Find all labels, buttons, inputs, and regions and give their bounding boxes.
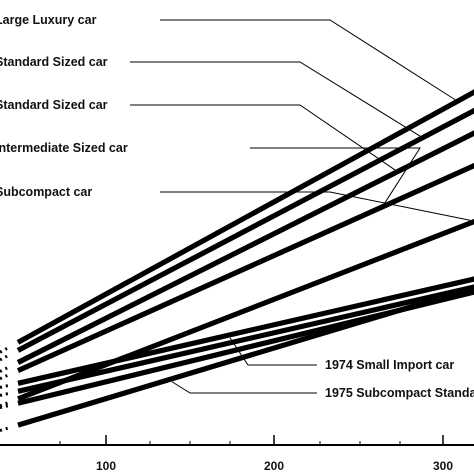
leader-line-4 — [250, 147, 421, 203]
series-line-dotted-start-9 — [0, 403, 11, 410]
x-tick-label-300: 300 — [433, 459, 453, 473]
series-label-3: Standard Sized car — [0, 98, 108, 112]
series-line-9 — [17, 289, 474, 406]
series-line-3 — [16, 130, 474, 365]
series-label-4: Intermediate Sized car — [0, 141, 128, 155]
x-tick-label-200: 200 — [264, 459, 284, 473]
series-label-5: Subcompact car — [0, 185, 92, 199]
leader-line-1 — [160, 19, 456, 101]
x-tick-label-100: 100 — [96, 459, 116, 473]
x-axis: 100 200 300 — [0, 435, 474, 473]
leader-line-5 — [160, 191, 471, 221]
series-line-dotted-start-8 — [0, 391, 11, 397]
series-label-7: 1975 Subcompact Standard — [325, 386, 474, 400]
series-line-dotted-start-6 — [0, 383, 11, 389]
leader-line-2 — [130, 61, 421, 137]
series-line-dotted-start-4 — [0, 372, 11, 381]
series-line-8 — [17, 284, 474, 394]
series-label-1: Large Luxury car — [0, 13, 97, 27]
leader-line-7 — [171, 381, 317, 394]
series-lines — [0, 89, 474, 432]
series-line-dotted-start-2 — [0, 353, 11, 362]
label-leader-lines — [130, 19, 471, 394]
series-line-dotted-start-7 — [0, 426, 11, 432]
series-label-6: 1974 Small Import car — [325, 358, 454, 372]
series-labels: Large Luxury car Standard Sized car Standa… — [0, 13, 474, 400]
series-line-1 — [16, 89, 474, 345]
series-line-dotted-start-5 — [0, 400, 11, 408]
series-line-2 — [16, 107, 474, 353]
series-line-6 — [17, 276, 474, 386]
series-line-4 — [16, 162, 474, 374]
series-line-dotted-start-3 — [0, 365, 11, 373]
leader-line-6 — [229, 337, 317, 366]
series-label-2: Standard Sized car — [0, 55, 108, 69]
series-line-dotted-start-1 — [0, 345, 11, 354]
